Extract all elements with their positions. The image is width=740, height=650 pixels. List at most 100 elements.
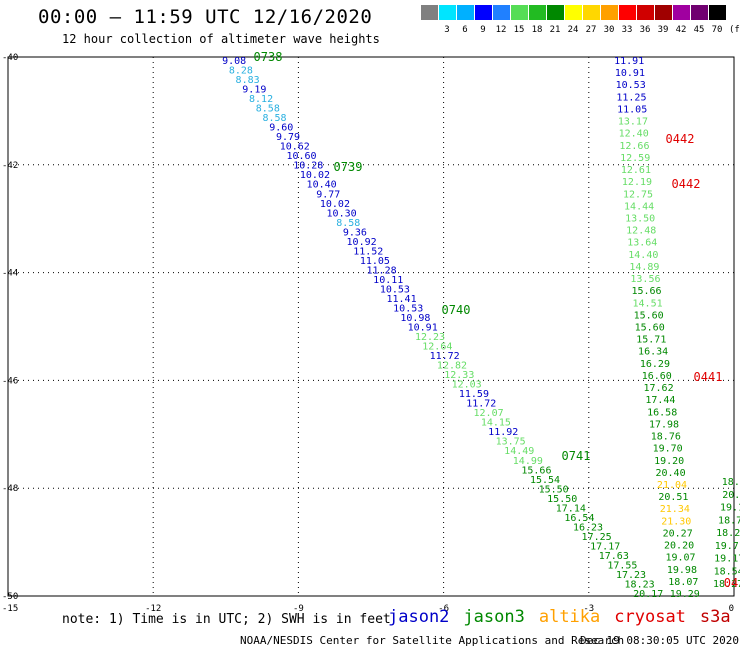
wave-height-label: 8.58 xyxy=(263,113,287,124)
wave-height-label: 17.17 xyxy=(590,541,620,552)
map-subtitle: 12 hour collection of altimeter wave hei… xyxy=(62,32,380,46)
wave-height-label: 15.54 xyxy=(530,475,560,486)
wave-height-label: 12.82 xyxy=(437,361,467,372)
wave-height-label: 12.48 xyxy=(626,226,656,237)
wave-height-label: 9.79 xyxy=(276,132,300,143)
wave-height-label: 8.83 xyxy=(236,75,260,86)
wave-height-label: 18.76 xyxy=(651,432,681,443)
color-swatch xyxy=(565,5,582,20)
wave-height-label: 9.19 xyxy=(242,85,266,96)
color-swatch xyxy=(619,5,636,20)
wave-height-label: 15.50 xyxy=(547,494,577,505)
wave-height-label: 17.44 xyxy=(645,395,675,406)
wave-height-label: 11.91 xyxy=(614,56,644,67)
color-swatch xyxy=(637,5,654,20)
wave-height-label: 12.23 xyxy=(415,332,445,343)
legend-entry-jason3: jason3 xyxy=(463,607,525,627)
color-swatch xyxy=(475,5,492,20)
wave-height-label: 10.53 xyxy=(616,80,646,91)
wave-height-label: 18.79 xyxy=(718,515,740,526)
latitude-tick-label: -44 xyxy=(2,269,18,279)
color-swatch xyxy=(457,5,474,20)
color-scale-label: 42 xyxy=(675,25,687,35)
footnote: note: 1) Time is in UTC; 2) SWH is in fe… xyxy=(62,612,391,627)
wave-height-label: 21.04 xyxy=(657,480,687,491)
wave-height-label: 8.58 xyxy=(336,218,360,229)
satellite-legend: jason2 jason3 altika cryosat s3a xyxy=(388,607,740,627)
color-scale-label: 24 xyxy=(567,25,579,35)
wave-height-label: 11.28 xyxy=(367,265,397,276)
generated-timestamp: Dec 19 08:30:05 UTC 2020 xyxy=(580,634,739,647)
pass-time-label: 0441 xyxy=(694,370,723,384)
wave-height-label: 11.25 xyxy=(616,92,646,103)
wave-height-label: 14.44 xyxy=(624,201,654,212)
wave-height-label: 19.17 xyxy=(714,554,740,565)
satellite-tracks: 9.088.288.839.198.128.588.589.609.7910.6… xyxy=(222,56,740,600)
color-scale-label: 12 xyxy=(495,25,507,35)
color-swatch xyxy=(655,5,672,20)
wave-height-label: 20.5 xyxy=(722,490,740,501)
wave-height-label: 13.50 xyxy=(625,213,655,224)
wave-height-label: 10.91 xyxy=(615,68,645,79)
color-swatch xyxy=(439,5,456,20)
wave-height-label: 11.72 xyxy=(466,399,496,410)
wave-height-label: 17.25 xyxy=(582,532,612,543)
wave-height-label: 19.98 xyxy=(667,565,697,576)
pass-time-label: 0442 xyxy=(666,132,695,146)
color-swatch xyxy=(421,5,438,20)
color-swatch xyxy=(709,5,726,20)
wave-height-label: 19.07 xyxy=(665,553,695,564)
wave-height-label: 11.92 xyxy=(488,427,518,438)
wave-height-label: 9.36 xyxy=(343,227,367,238)
color-scale-label: 6 xyxy=(462,25,468,35)
color-scale-label: 9 xyxy=(480,25,486,35)
map-grid xyxy=(7,56,735,597)
wave-height-label: 14.15 xyxy=(481,418,511,429)
wave-height-label: 12.03 xyxy=(452,380,482,391)
wave-height-label: 11.05 xyxy=(617,104,647,115)
wave-height-label: 15.60 xyxy=(634,310,664,321)
longitude-tick-label: -15 xyxy=(2,604,18,614)
latitude-tick-label: -48 xyxy=(2,484,18,494)
longitude-tick-label: -6 xyxy=(438,604,449,614)
latitude-tick-label: -42 xyxy=(2,161,18,171)
wave-height-label: 12.40 xyxy=(619,129,649,140)
wave-height-label: 13.64 xyxy=(627,238,657,249)
color-scale-label: 3 xyxy=(444,25,450,35)
wave-height-label: 18.27 xyxy=(716,528,740,539)
legend-entry-jason2: jason2 xyxy=(388,607,450,627)
wave-height-label: 12.59 xyxy=(620,153,650,164)
wave-height-label: 10.02 xyxy=(320,199,350,210)
wave-height-label: 14.51 xyxy=(633,298,663,309)
color-scale-label: 39 xyxy=(657,25,669,35)
wave-height-label: 12.07 xyxy=(474,408,504,419)
wave-height-label: 12.66 xyxy=(619,141,649,152)
color-swatch xyxy=(547,5,564,20)
wave-height-label: 12.19 xyxy=(622,177,652,188)
color-scale-label: 15 xyxy=(513,25,525,35)
pass-time-label: 0738 xyxy=(254,50,283,64)
pass-time-label: 04 xyxy=(724,576,738,590)
latitude-tick-label: -40 xyxy=(2,53,18,63)
color-scale-unit: (ft) xyxy=(729,25,740,35)
color-swatch xyxy=(601,5,618,20)
color-scale-label: 30 xyxy=(603,25,615,35)
longitude-tick-label: 0 xyxy=(729,604,734,614)
wave-height-label: 17.98 xyxy=(649,419,679,430)
wave-height-label: 14.40 xyxy=(628,250,658,261)
wave-height-label: 17.23 xyxy=(616,570,646,581)
wave-height-label: 11.59 xyxy=(459,389,489,400)
wave-height-label: 10.92 xyxy=(347,237,377,248)
color-swatch xyxy=(511,5,528,20)
legend-entry-altika: altika xyxy=(538,607,601,627)
color-swatch xyxy=(529,5,546,20)
wave-height-label: 19.71 xyxy=(715,541,740,552)
latitude-tick-label: -46 xyxy=(2,376,18,386)
wave-height-label: 15.50 xyxy=(539,484,569,495)
wave-height-label: 21.30 xyxy=(661,516,691,527)
wave-height-label: 14.99 xyxy=(513,456,543,467)
wave-height-label: 9.08 xyxy=(222,56,246,67)
